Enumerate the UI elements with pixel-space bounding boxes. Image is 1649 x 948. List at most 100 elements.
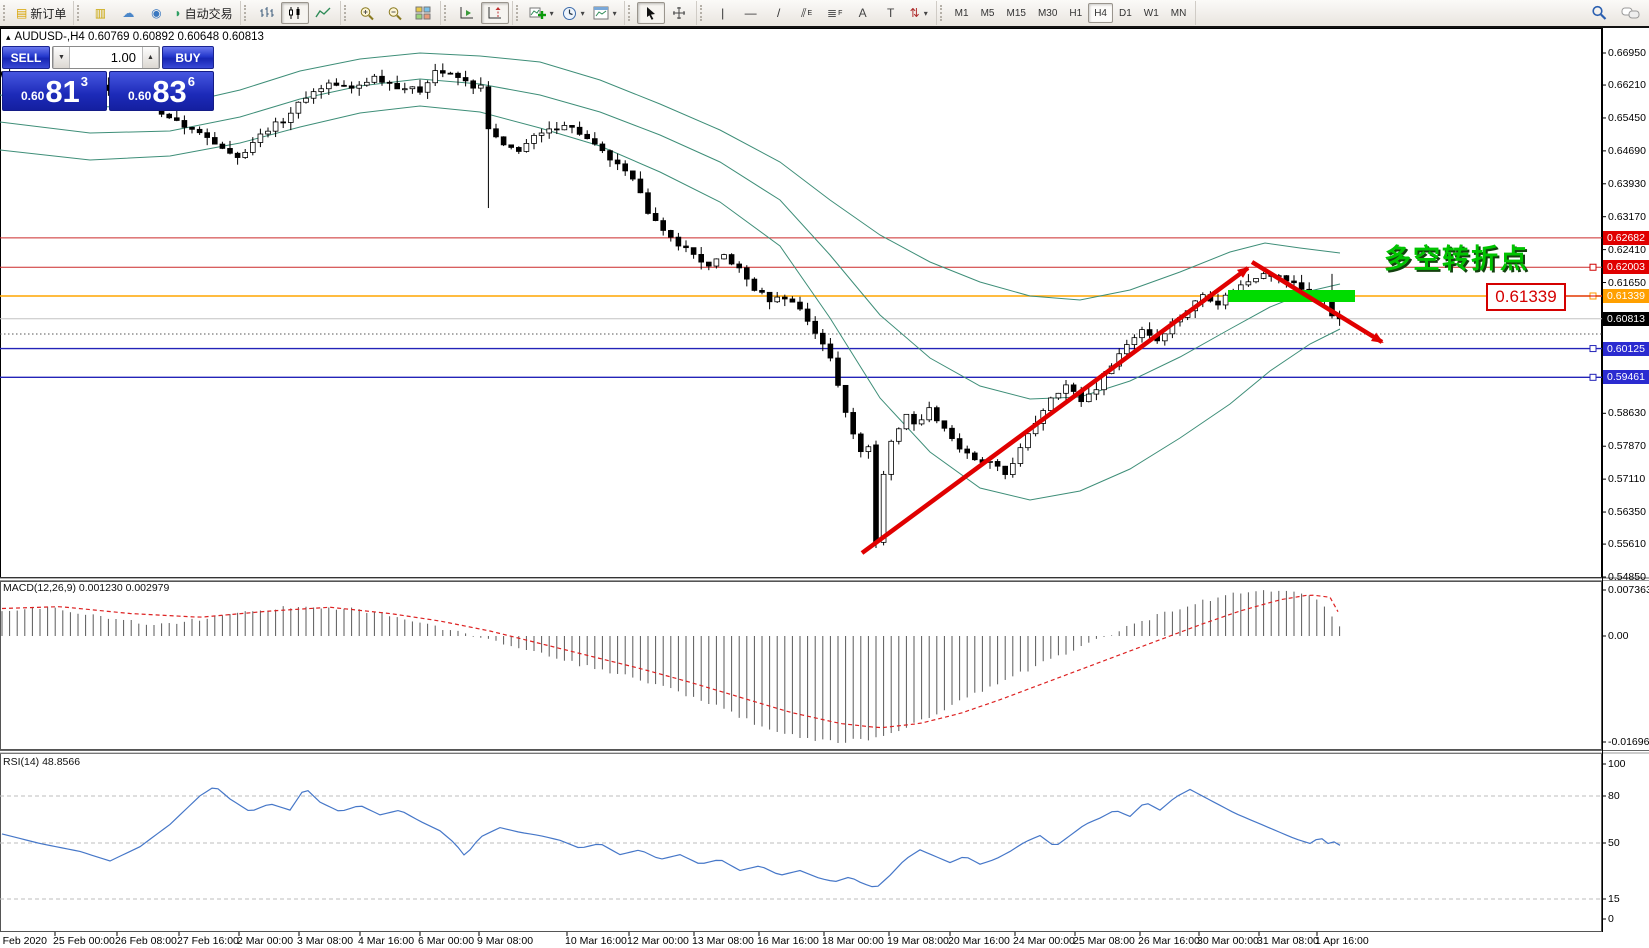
sell-button[interactable]: SELL (2, 46, 50, 69)
zoom-out-button[interactable] (381, 2, 409, 24)
timeframe-m5-button[interactable]: M5 (980, 7, 995, 19)
autoscroll-button[interactable] (453, 2, 481, 24)
vertical-line-button[interactable]: | (709, 2, 737, 24)
candle (622, 163, 628, 172)
candle (1146, 329, 1153, 336)
timeframe-h4-button[interactable]: H4 (1088, 3, 1113, 23)
time-axis-label: 25 Mar 08:00 (1073, 935, 1135, 947)
periods-button[interactable]: ▾ (558, 2, 589, 24)
timeframe-w1-button[interactable]: W1 (1143, 7, 1159, 19)
turning-point-annotation[interactable]: 多空转折点 (1384, 244, 1529, 274)
macd-pane[interactable] (0, 581, 1602, 750)
price-tick-label: 0.66950 (1608, 47, 1646, 59)
candle (994, 461, 1001, 467)
charts-cloud-icon[interactable]: ☁ (114, 2, 142, 24)
crosshair-button[interactable] (665, 2, 693, 24)
time-axis-label: 1 Apr 16:00 (1315, 935, 1369, 947)
price-tick-label: 0.55610 (1608, 538, 1646, 551)
chat-icon[interactable] (1617, 2, 1645, 24)
bollinger-middle (0, 78, 1341, 400)
line-anchor-marker[interactable] (1589, 373, 1597, 381)
candle (820, 332, 826, 345)
downtrend-arrow[interactable] (1250, 260, 1384, 344)
sell-price-big: 81 (45, 74, 80, 109)
cursor-button[interactable] (636, 2, 665, 24)
toolbar-group-chart-types (241, 1, 341, 25)
text-button[interactable]: A (849, 2, 877, 24)
arrows-button[interactable]: ⇅ ▾ (905, 2, 933, 24)
macd-scale-label: -0.01696 (1608, 736, 1649, 748)
candle (333, 82, 340, 86)
candle (242, 151, 249, 158)
buy-price-display[interactable]: 0.60 83 6 (109, 71, 214, 111)
candle (934, 407, 940, 422)
uptrend-arrow[interactable] (860, 266, 1250, 555)
candle (744, 267, 750, 280)
candle (196, 128, 203, 134)
new-order-button[interactable]: ▤ 新订单 (12, 2, 70, 24)
timeframe-d1-button[interactable]: D1 (1118, 7, 1132, 19)
chart-shift-button[interactable] (480, 2, 509, 24)
volume-input[interactable] (70, 47, 142, 68)
trendline-button[interactable]: / (765, 2, 793, 24)
fibonacci-button[interactable]: ≣ F (827, 6, 843, 20)
sell-price-display[interactable]: 0.60 81 3 (2, 71, 107, 111)
candle (455, 72, 461, 78)
candle (554, 128, 560, 131)
time-axis-label: 26 Feb 08:00 (115, 935, 177, 947)
time-axis-label: 27 Feb 16:00 (177, 935, 239, 947)
dropdown-arrow-icon[interactable]: ▾ (580, 8, 585, 18)
candle (493, 128, 499, 138)
rsi-scale-label: 15 (1608, 893, 1620, 905)
bollinger-lower (0, 105, 1341, 501)
candle (645, 192, 651, 214)
channel-button[interactable]: ⫽ E (801, 6, 813, 20)
chart-title: ▴ AUDUSD-,H4 0.60769 0.60892 0.60648 0.6… (6, 31, 264, 43)
candle (181, 120, 188, 128)
timeframe-mn-button[interactable]: MN (1170, 7, 1187, 19)
candle (1222, 294, 1229, 306)
signals-icon[interactable]: ◉ (142, 2, 170, 24)
tile-windows-button[interactable] (409, 2, 437, 24)
market-watch-icon[interactable]: ▥ (86, 2, 114, 24)
candle (972, 452, 978, 461)
buy-button[interactable]: BUY (162, 46, 214, 69)
time-axis-label: 19 Mar 08:00 (887, 935, 949, 947)
zoom-in-button[interactable] (353, 2, 381, 24)
text-label-button[interactable]: T (877, 2, 905, 24)
time-axis-label: 20 Mar 16:00 (948, 935, 1010, 947)
time-axis-label: 30 Mar 00:00 (1197, 935, 1259, 947)
volume-down-button[interactable]: ▼ (53, 47, 70, 68)
price-tag-box[interactable]: 0.61339 (1486, 283, 1566, 311)
search-icon[interactable] (1585, 2, 1613, 24)
timeframe-m1-button[interactable]: M1 (954, 7, 969, 19)
dropdown-arrow-icon[interactable]: ▾ (549, 8, 554, 18)
candle (1215, 300, 1221, 306)
dropdown-arrow-icon[interactable]: ▾ (612, 8, 617, 18)
horizontal-line-button[interactable]: — (737, 2, 765, 24)
candle-chart-button[interactable] (280, 2, 309, 24)
rsi-scale-label: 50 (1608, 837, 1620, 849)
rsi-scale-label: 80 (1608, 790, 1620, 802)
candle (888, 440, 894, 475)
candle (774, 296, 780, 303)
candle (447, 72, 454, 75)
candle (432, 70, 438, 84)
timeframe-m15-button[interactable]: M15 (1006, 7, 1026, 19)
templates-button[interactable]: ▾ (589, 2, 621, 24)
candle (713, 258, 720, 267)
line-anchor-marker[interactable] (1589, 263, 1597, 271)
volume-up-button[interactable]: ▲ (142, 47, 159, 68)
timeframe-h1-button[interactable]: H1 (1069, 7, 1083, 19)
bar-chart-button[interactable] (253, 2, 281, 24)
green-highlight-zone[interactable] (1228, 290, 1355, 302)
line-chart-button[interactable] (309, 2, 337, 24)
line-anchor-marker[interactable] (1589, 345, 1597, 353)
candle (1055, 392, 1062, 399)
timeframe-m30-button[interactable]: M30 (1037, 7, 1058, 19)
autotrade-button[interactable]: ◗ 自动交易 (170, 2, 236, 24)
dropdown-arrow-icon[interactable]: ▾ (923, 8, 928, 18)
indicators-button[interactable]: ▾ (525, 2, 558, 24)
candle (211, 137, 218, 145)
